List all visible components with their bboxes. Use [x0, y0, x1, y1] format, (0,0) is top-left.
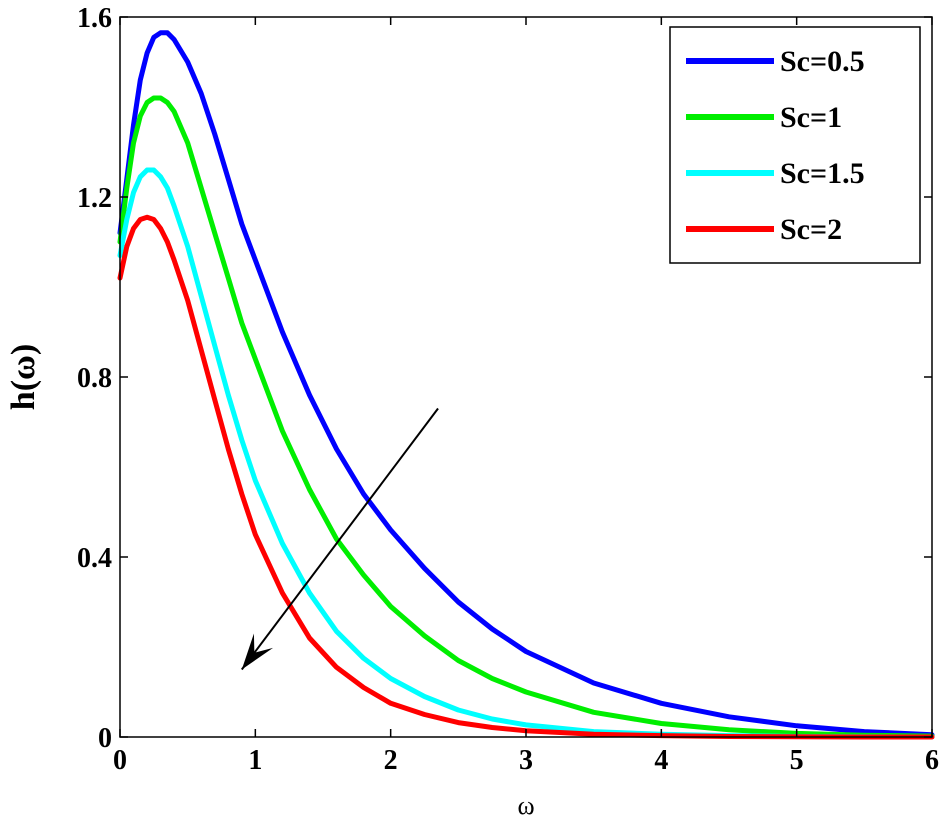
series-line-4: [117, 214, 935, 740]
legend-label-4: Sc=2: [780, 213, 842, 246]
arrow-head: [241, 633, 274, 670]
x-tick-label: 1: [248, 745, 262, 776]
annotation-arrow: [241, 407, 439, 671]
x-tick-label: 4: [654, 745, 668, 776]
tick-layer: 0 1 2 3 4 5 6 0 0.4 0.8 1.2 1.6: [77, 3, 939, 776]
x-axis-label: ω: [517, 791, 534, 820]
series-line-2: [117, 95, 935, 739]
x-tick-label: 0: [113, 745, 127, 776]
legend-label-1: Sc=0.5: [780, 45, 865, 78]
y-axis-label: h(ω): [5, 344, 42, 410]
x-tick-label: 6: [925, 745, 939, 776]
x-tick-label: 5: [790, 745, 804, 776]
legend: Sc=0.5 Sc=1 Sc=1.5 Sc=2: [669, 26, 921, 264]
x-tick-label: 2: [384, 745, 398, 776]
y-tick-label: 1.2: [77, 183, 112, 214]
legend-box: [669, 26, 921, 264]
legend-label-2: Sc=1: [780, 101, 842, 134]
series-line-1: [117, 30, 935, 738]
arrow-shaft: [241, 407, 439, 671]
y-tick-label: 0: [98, 723, 112, 754]
y-tick-label: 0.4: [77, 543, 112, 574]
y-tick-label: 0.8: [77, 363, 112, 394]
x-tick-label: 3: [519, 745, 533, 776]
legend-label-3: Sc=1.5: [780, 157, 865, 190]
y-tick-label: 1.6: [77, 3, 112, 34]
series-layer: [117, 30, 935, 740]
